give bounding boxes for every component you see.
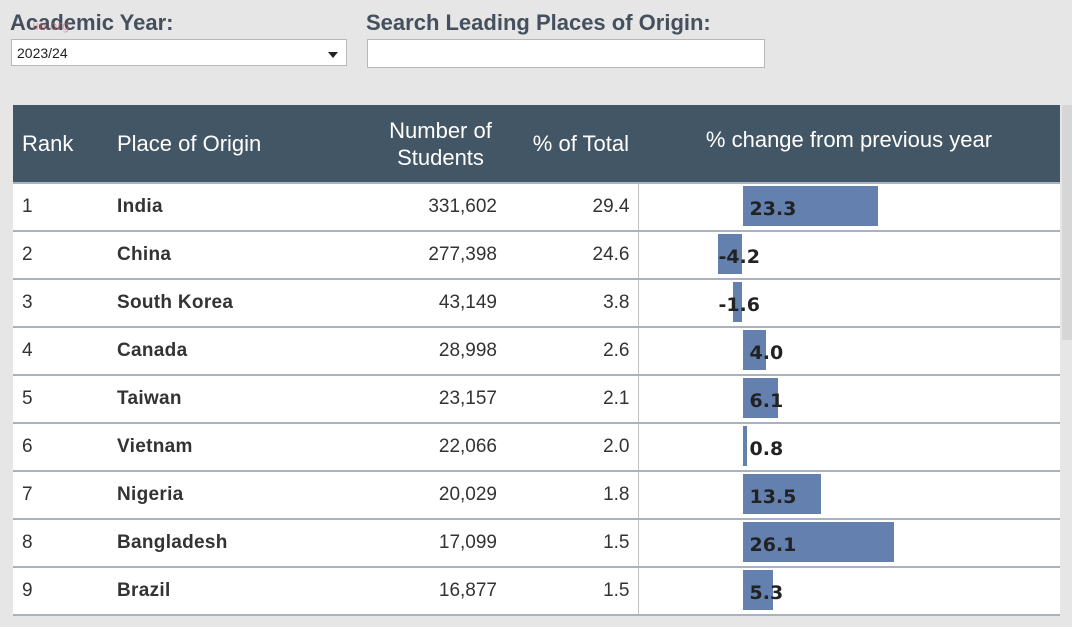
students-cell: 43,149: [313, 279, 517, 328]
change-cell: 13.5: [637, 471, 1060, 520]
table-header-row: Rank Place of Origin Number of Students …: [13, 105, 1060, 183]
change-cell: -4.2: [637, 231, 1060, 280]
place-cell: Nigeria: [103, 471, 313, 520]
pct-cell: 1.5: [517, 519, 638, 568]
rank-cell: 1: [13, 182, 103, 232]
rank-cell: 9: [13, 567, 103, 616]
table-row[interactable]: 2 China 277,398 24.6 -4.2: [13, 231, 1060, 280]
table-row[interactable]: 5 Taiwan 23,157 2.1 6.1: [13, 375, 1060, 424]
change-cell: 26.1: [637, 519, 1060, 568]
change-bar: [733, 282, 743, 322]
place-cell: Brazil: [103, 567, 313, 616]
change-bar: [742, 426, 748, 466]
rank-cell: 3: [13, 279, 103, 328]
column-header-students-line2: Students: [397, 144, 484, 170]
pct-cell: 29.4: [517, 182, 638, 232]
table-row[interactable]: 1 India 331,602 29.4 23.3: [13, 182, 1060, 232]
column-header-pct[interactable]: % of Total: [517, 105, 638, 183]
rank-cell: 7: [13, 471, 103, 520]
change-bar: [742, 474, 821, 514]
search-places-input[interactable]: [367, 39, 765, 68]
pct-cell: 24.6: [517, 231, 638, 280]
students-cell: 277,398: [313, 231, 517, 280]
change-value-label: -4.2: [718, 246, 760, 268]
change-value-label: 23.3: [749, 198, 797, 220]
watermark: iie.org: [32, 19, 70, 33]
table-row[interactable]: 9 Brazil 16,877 1.5 5.3: [13, 567, 1060, 616]
students-cell: 331,602: [313, 182, 517, 232]
place-cell: Vietnam: [103, 423, 313, 472]
students-cell: 20,029: [313, 471, 517, 520]
academic-year-label: Academic Year:: [10, 10, 174, 35]
change-value-label: -1.6: [718, 294, 760, 316]
scrollbar[interactable]: [1062, 105, 1072, 340]
column-header-students[interactable]: Number of Students: [313, 105, 517, 183]
place-cell: Canada: [103, 327, 313, 376]
students-cell: 22,066: [313, 423, 517, 472]
column-header-rank[interactable]: Rank: [13, 105, 103, 183]
change-value-label: 0.8: [749, 438, 784, 460]
change-bar: [718, 234, 743, 274]
change-cell: 5.3: [637, 567, 1060, 616]
table-row[interactable]: 6 Vietnam 22,066 2.0 0.8: [13, 423, 1060, 472]
students-cell: 17,099: [313, 519, 517, 568]
search-places-label: Search Leading Places of Origin:: [366, 10, 711, 35]
change-bar: [742, 378, 778, 418]
pct-cell: 2.6: [517, 327, 638, 376]
rank-cell: 8: [13, 519, 103, 568]
table-row[interactable]: 4 Canada 28,998 2.6 4.0: [13, 327, 1060, 376]
chevron-down-icon: [328, 52, 338, 58]
academic-year-value: 2023/24: [17, 45, 68, 61]
change-cell: 23.3: [637, 182, 1060, 232]
places-of-origin-table: Rank Place of Origin Number of Students …: [13, 105, 1060, 616]
students-cell: 23,157: [313, 375, 517, 424]
rank-cell: 2: [13, 231, 103, 280]
pct-cell: 2.0: [517, 423, 638, 472]
table-row[interactable]: 8 Bangladesh 17,099 1.5 26.1: [13, 519, 1060, 568]
place-cell: Bangladesh: [103, 519, 313, 568]
change-bar: [742, 330, 766, 370]
change-value-label: 13.5: [749, 486, 797, 508]
place-cell: China: [103, 231, 313, 280]
academic-year-select[interactable]: 2023/24: [11, 39, 347, 66]
table-row[interactable]: 7 Nigeria 20,029 1.8 13.5: [13, 471, 1060, 520]
change-bar: [742, 570, 774, 610]
change-value-label: 26.1: [749, 534, 797, 556]
change-value-label: 4.0: [749, 342, 784, 364]
students-cell: 28,998: [313, 327, 517, 376]
pct-cell: 2.1: [517, 375, 638, 424]
column-header-change-label: % change from previous year: [705, 127, 993, 152]
students-cell: 16,877: [313, 567, 517, 616]
pct-cell: 1.8: [517, 471, 638, 520]
place-cell: Taiwan: [103, 375, 313, 424]
column-header-place[interactable]: Place of Origin: [103, 105, 313, 183]
change-value-label: 6.1: [749, 390, 784, 412]
table-row[interactable]: 3 South Korea 43,149 3.8 -1.6: [13, 279, 1060, 328]
change-cell: 4.0: [637, 327, 1060, 376]
change-bar: [742, 522, 894, 562]
pct-cell: 3.8: [517, 279, 638, 328]
table-body: 1 India 331,602 29.4 23.3 2 China 277,398 24.6 -4…: [13, 182, 1060, 616]
rank-cell: 6: [13, 423, 103, 472]
pct-cell: 1.5: [517, 567, 638, 616]
rank-cell: 4: [13, 327, 103, 376]
column-header-students-line1: Number of: [389, 117, 492, 143]
rank-cell: 5: [13, 375, 103, 424]
change-value-label: 5.3: [749, 582, 784, 604]
change-bar: [742, 186, 878, 226]
place-cell: South Korea: [103, 279, 313, 328]
change-cell: 6.1: [637, 375, 1060, 424]
column-header-change[interactable]: % change from previous year: [638, 105, 1060, 183]
change-cell: 0.8: [637, 423, 1060, 472]
change-cell: -1.6: [637, 279, 1060, 328]
place-cell: India: [103, 182, 313, 232]
